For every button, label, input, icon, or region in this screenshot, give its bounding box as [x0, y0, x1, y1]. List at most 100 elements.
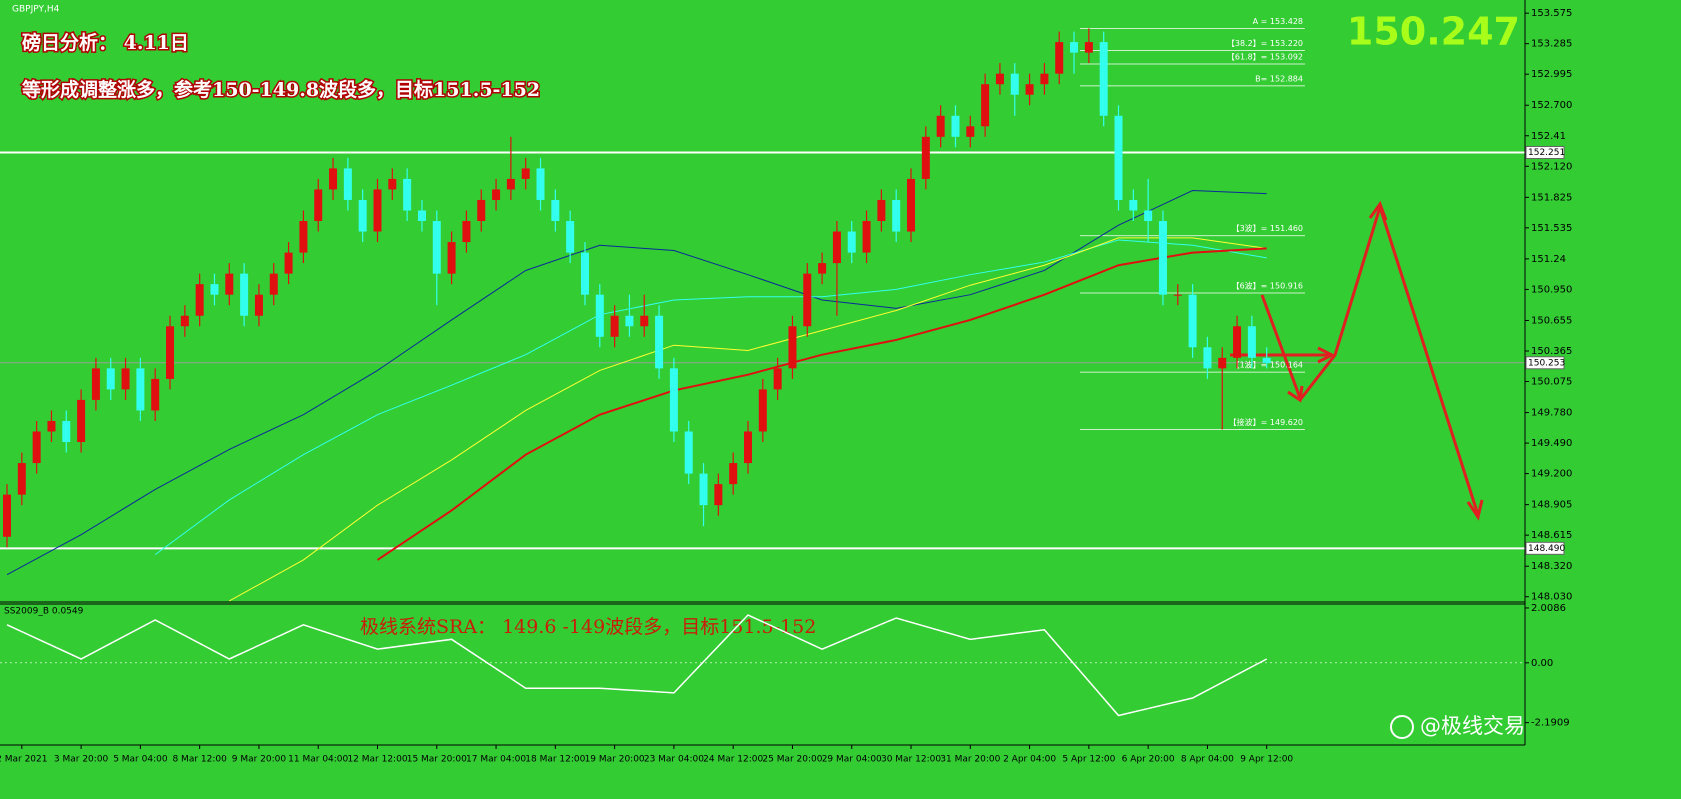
moving-average [229, 237, 1267, 602]
candle-body [1144, 210, 1153, 222]
candle-body [1025, 84, 1034, 95]
price-box [1525, 541, 1565, 555]
y-tick-label: 151.24 [1531, 254, 1566, 265]
arrow-head [1466, 499, 1484, 521]
candle-body [166, 326, 175, 379]
candle-body [818, 263, 827, 274]
oscillator-line [6, 614, 1268, 717]
level-label: B= 152.884 [1255, 74, 1303, 83]
y-tick-label: 150.075 [1531, 377, 1572, 388]
candle-body [995, 73, 1004, 85]
candle-body [936, 115, 945, 137]
x-tick-label: 12 Mar 12:00 [347, 755, 407, 765]
candle-body [981, 84, 990, 127]
candle-body [1233, 326, 1242, 358]
candle-body [1114, 115, 1123, 200]
y-tick-label: 153.285 [1531, 39, 1572, 50]
candle-body [1203, 347, 1212, 369]
candle-body [403, 178, 412, 211]
watermark: @极线交易 [1420, 714, 1525, 738]
watermark-icon [1390, 715, 1414, 739]
candle-body [1084, 42, 1093, 53]
candle-body [595, 294, 604, 337]
candle-body [269, 273, 278, 295]
arrow [1298, 201, 1480, 516]
candle-body [373, 189, 382, 232]
candle-body [847, 231, 856, 253]
candle-body [1188, 294, 1197, 348]
candle-body [951, 115, 960, 137]
candle-body [254, 294, 263, 316]
candle-body [106, 368, 115, 390]
candle-body [877, 199, 886, 222]
y-tick-label: 153.575 [1531, 8, 1572, 19]
candle-body [729, 463, 738, 485]
x-tick-label: 31 Mar 20:00 [940, 755, 1000, 765]
candle-body [417, 210, 426, 222]
candle-body [803, 273, 812, 327]
candle-body [788, 326, 797, 369]
candle-body [744, 431, 752, 464]
candle-body [1262, 357, 1271, 364]
candle-body [714, 484, 723, 506]
x-tick-label: 5 Apr 12:00 [1062, 755, 1115, 765]
y-tick-label: 148.615 [1531, 530, 1572, 541]
candle-body [610, 315, 619, 337]
x-tick-label: 11 Mar 04:00 [288, 755, 348, 765]
x-tick-label: 25 Mar 20:00 [762, 755, 822, 765]
candle-body [180, 315, 189, 327]
candle-body [299, 221, 308, 253]
x-tick-label: 29 Mar 04:00 [822, 755, 882, 765]
candle-body [284, 252, 293, 274]
candle-body [655, 315, 664, 369]
candle-body [17, 463, 26, 495]
candle-body [1247, 326, 1256, 358]
x-tick-label: 24 Mar 12:00 [703, 755, 763, 765]
y-tick-label: 150.950 [1531, 284, 1572, 295]
candle-body [151, 378, 160, 411]
x-tick-label: 2 Mar 2021 [0, 755, 47, 765]
candle-body [862, 221, 871, 253]
candle-body [1055, 42, 1064, 74]
indicator-note: 极线系统SRA： 149.6 -149波段多，目标151.5-152 [360, 616, 816, 638]
candle-body [536, 168, 545, 200]
candle-body [773, 368, 782, 390]
moving-average [6, 189, 1267, 576]
y-tick-label: 152.41 [1531, 131, 1566, 142]
candle-body [921, 136, 930, 179]
candle-body [388, 178, 397, 190]
candle-body [566, 221, 575, 253]
candle-body [1158, 221, 1167, 295]
candle-body [492, 189, 501, 200]
level-label: 【接波】= 149.620 [1229, 417, 1303, 427]
x-tick-label: 9 Apr 12:00 [1240, 755, 1293, 765]
x-tick-label: 23 Mar 04:00 [644, 755, 704, 765]
x-tick-label: 17 Mar 04:00 [466, 755, 526, 765]
candle-body [447, 242, 456, 274]
price-box-label: 152.251 [1528, 148, 1565, 158]
candle-body [121, 368, 130, 390]
candle-body [329, 168, 338, 190]
x-tick-label: 6 Apr 20:00 [1122, 755, 1175, 765]
y-tick-label: 148.320 [1531, 561, 1572, 572]
y-tick-label: 148.905 [1531, 500, 1572, 511]
candle-body [1040, 73, 1049, 85]
y-tick-label: 152.995 [1531, 69, 1572, 80]
candle-body [640, 315, 649, 327]
arrow [1260, 294, 1302, 399]
osc-tick-label: 2.0086 [1531, 603, 1566, 614]
candle-body [1070, 42, 1079, 53]
candle-body [521, 168, 530, 179]
candle-body [432, 221, 441, 274]
x-tick-label: 19 Mar 20:00 [585, 755, 645, 765]
y-tick-label: 151.825 [1531, 192, 1572, 203]
candle-body [32, 431, 41, 464]
y-tick-label: 152.120 [1531, 161, 1572, 172]
subtitle: 等形成调整涨多，参考150-149.8波段多，目标151.5-152 [21, 78, 540, 101]
x-tick-label: 2 Apr 04:00 [1003, 755, 1056, 765]
candle-body [625, 315, 634, 327]
y-tick-label: 149.490 [1531, 438, 1572, 449]
x-tick-label: 8 Mar 12:00 [172, 755, 227, 765]
indicator-label: SS2009_B 0.0549 [4, 607, 84, 617]
